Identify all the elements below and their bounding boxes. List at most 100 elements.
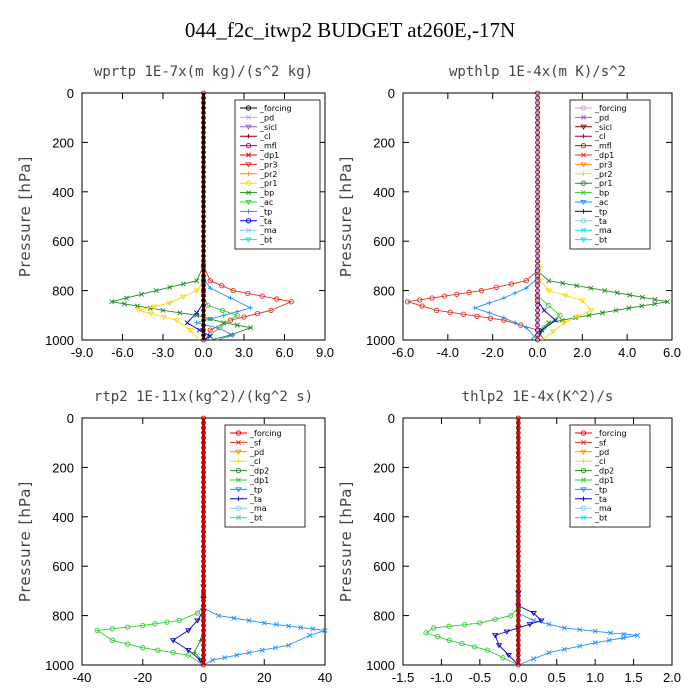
y-tick-label: 1000 xyxy=(366,333,395,348)
data-point xyxy=(245,162,252,168)
legend-label: _dp1 xyxy=(259,151,279,160)
data-point xyxy=(431,625,437,631)
data-point xyxy=(535,189,540,195)
data-point xyxy=(535,248,540,254)
data-point xyxy=(515,563,521,569)
data-point xyxy=(515,455,521,460)
data-point xyxy=(515,479,521,485)
data-point xyxy=(140,645,146,651)
data-point xyxy=(535,228,540,234)
x-tick-label: 0 xyxy=(200,670,207,685)
data-point xyxy=(201,529,206,535)
data-point xyxy=(201,588,206,594)
series-ta xyxy=(169,418,207,666)
x-tick-label: 0.0 xyxy=(194,345,212,360)
data-point xyxy=(245,237,252,243)
y-tick-label: 800 xyxy=(373,284,395,299)
x-tick-label: 3.0 xyxy=(235,345,253,360)
data-point xyxy=(472,644,478,650)
legend-label: _tp xyxy=(594,485,607,494)
data-point xyxy=(580,218,587,224)
series-forcing xyxy=(201,415,206,668)
data-point xyxy=(198,638,203,643)
legend-label: _pr1 xyxy=(259,179,277,188)
data-point xyxy=(185,648,192,654)
data-point xyxy=(201,110,206,116)
data-point xyxy=(201,578,206,584)
data-point xyxy=(192,650,197,655)
data-point xyxy=(201,149,206,155)
data-point xyxy=(535,154,540,160)
data-point xyxy=(579,298,586,304)
series-line xyxy=(111,93,253,341)
data-point xyxy=(201,568,206,574)
data-point xyxy=(515,460,521,465)
data-point xyxy=(201,583,206,589)
data-point xyxy=(535,219,540,224)
legend-label: _pr3 xyxy=(594,160,612,169)
data-point xyxy=(535,303,540,308)
data-point xyxy=(552,317,558,323)
y-tick-label: 1000 xyxy=(45,658,74,673)
data-point xyxy=(201,144,206,150)
data-point xyxy=(515,603,521,609)
data-point xyxy=(201,90,206,96)
series-forcing xyxy=(515,415,521,668)
data-point xyxy=(580,449,587,455)
legend-label: _sf xyxy=(249,438,261,447)
data-point xyxy=(245,124,252,130)
data-point xyxy=(201,228,206,234)
data-point xyxy=(562,293,569,299)
data-point xyxy=(560,280,566,286)
data-point xyxy=(501,315,507,321)
legend-label: _pr2 xyxy=(594,170,612,179)
data-point xyxy=(201,534,206,539)
data-point xyxy=(515,524,521,530)
legend-label: _ma xyxy=(249,504,267,513)
data-point xyxy=(201,558,206,564)
data-point xyxy=(201,312,206,318)
data-point xyxy=(515,484,521,490)
data-point xyxy=(515,464,521,470)
data-point xyxy=(515,578,521,584)
data-point xyxy=(207,327,213,333)
legend-label: _forcing xyxy=(594,429,627,438)
data-point xyxy=(201,539,206,544)
legend-label: _forcing xyxy=(249,429,282,438)
data-point xyxy=(246,650,252,656)
series-line xyxy=(95,418,204,666)
data-point xyxy=(201,479,206,485)
data-point xyxy=(109,626,116,632)
data-point xyxy=(515,489,521,495)
data-point xyxy=(535,307,540,313)
legend-label: _forcing xyxy=(594,104,627,113)
data-point xyxy=(404,299,411,305)
data-point xyxy=(515,573,521,579)
data-point xyxy=(515,494,521,500)
data-point xyxy=(274,296,280,302)
data-point xyxy=(588,308,595,314)
data-point xyxy=(549,329,557,335)
series-line xyxy=(172,418,204,666)
legend-label: _ma xyxy=(259,226,277,235)
data-point xyxy=(441,293,448,299)
data-point xyxy=(201,420,206,426)
data-point xyxy=(515,425,521,431)
data-point xyxy=(423,630,429,636)
y-axis-label: Pressure [hPa] xyxy=(337,156,355,278)
data-point xyxy=(201,194,206,200)
data-point xyxy=(581,496,586,502)
data-point xyxy=(606,637,612,643)
data-point xyxy=(201,130,206,135)
data-point xyxy=(180,294,187,300)
data-point xyxy=(515,553,521,559)
data-point xyxy=(246,618,252,624)
data-point xyxy=(535,233,540,239)
y-tick-label: 0 xyxy=(67,411,74,426)
legend-label: _cl xyxy=(249,457,261,466)
data-point xyxy=(495,643,503,649)
data-point xyxy=(201,469,206,475)
data-point xyxy=(201,524,206,530)
data-point xyxy=(472,305,478,311)
data-point xyxy=(184,320,190,326)
